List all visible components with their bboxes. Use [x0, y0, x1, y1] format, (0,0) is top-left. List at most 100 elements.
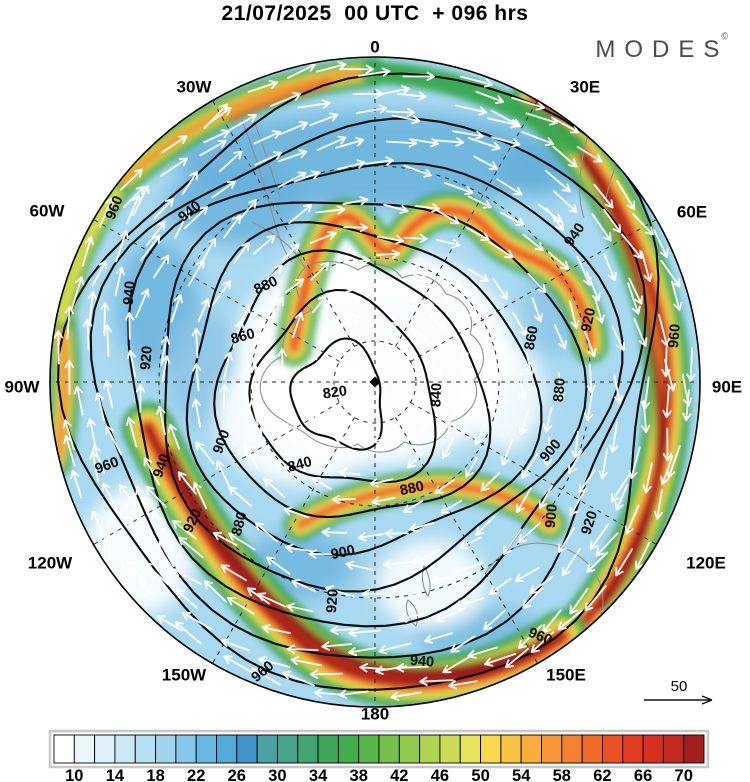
wind-arrow-icon	[119, 168, 143, 191]
wind-arrow-icon	[173, 568, 202, 585]
wind-arrow-icon	[504, 647, 530, 669]
colorbar-cell	[520, 734, 542, 764]
wind-arrow-icon	[621, 233, 643, 260]
wind-arrow-icon	[500, 439, 514, 466]
chart-title: 21/07/2025 00 UTC + 096 hrs	[221, 2, 529, 25]
wind-arrow-icon	[682, 389, 692, 422]
colorbar-tick-label: 46	[431, 767, 449, 782]
wind-arrow-icon	[248, 399, 259, 426]
colorbar-cell	[276, 734, 299, 764]
colorbar-tick-label: 66	[634, 767, 652, 782]
wind-arrow-icon	[586, 551, 609, 573]
wind-arrow-icon	[528, 575, 554, 594]
wind-arrow-icon	[538, 484, 554, 509]
wind-arrow-icon	[145, 485, 167, 508]
wind-arrow-icon	[281, 451, 299, 470]
wind-arrow-icon	[286, 602, 314, 613]
wind-arrow-icon	[660, 455, 674, 486]
wind-arrow-icon	[177, 471, 197, 495]
wind-arrow-icon	[101, 482, 120, 513]
wind-arrow-icon	[98, 197, 114, 228]
colorbar-cell	[155, 734, 177, 764]
wind-arrow-icon	[91, 259, 108, 287]
wind-arrow-icon	[440, 499, 463, 514]
wind-arrow-icon	[435, 607, 466, 623]
longitude-label-60E: 60E	[677, 202, 707, 221]
wind-arrow-icon	[238, 199, 257, 221]
wind-arrow-icon	[126, 194, 141, 225]
wind-arrow-icon	[220, 564, 247, 582]
wind-arrow-icon	[608, 421, 619, 454]
wind-vectors	[53, 61, 696, 701]
colorbar-cell	[195, 734, 217, 764]
wind-arrow-icon	[589, 523, 610, 550]
wind-arrow-icon	[278, 149, 308, 163]
wind-arrow-icon	[635, 541, 651, 570]
modes-logo-mark: ©	[721, 31, 728, 41]
wind-arrow-icon	[369, 478, 394, 488]
wind-arrow-icon	[488, 577, 512, 595]
wind-arrow-icon	[371, 435, 393, 445]
wind-arrow-icon	[212, 531, 238, 547]
wind-arrow-icon	[487, 117, 520, 129]
wind-arrow-icon	[309, 112, 339, 127]
colorbar-cell	[601, 734, 624, 764]
wind-arrow-icon	[496, 178, 523, 196]
wind-arrow-icon	[334, 137, 365, 149]
wind-arrow-icon	[425, 354, 442, 378]
wind-arrow-icon	[456, 337, 469, 362]
wind-arrow-icon	[223, 214, 242, 239]
wind-arrow-icon	[73, 385, 84, 416]
wind-arrow-icon	[553, 324, 567, 350]
wind-arrow-icon	[288, 203, 313, 225]
wind-arrow-icon	[316, 61, 347, 73]
wind-arrow-icon	[339, 314, 361, 326]
reference-vector: 50	[644, 678, 713, 705]
wind-arrow-icon	[100, 301, 110, 336]
colorbar-tick-label: 34	[309, 767, 328, 782]
colorbar-cell	[134, 734, 157, 764]
wind-arrow-icon	[453, 597, 485, 610]
wind-arrow-icon	[338, 468, 361, 478]
wind-arrow-icon	[442, 656, 470, 674]
wind-arrow-icon	[452, 130, 484, 140]
jet-band	[532, 95, 671, 633]
wind-arrow-icon	[226, 597, 255, 615]
wind-arrow-icon	[87, 290, 97, 326]
wind-arrow-icon	[383, 203, 409, 214]
jet-stream-bands	[50, 57, 691, 707]
wind-arrow-icon	[440, 278, 463, 290]
colorbar-tick-label: 42	[390, 767, 408, 782]
wind-arrow-icon	[301, 368, 311, 393]
wind-arrow-icon	[172, 519, 197, 540]
colorbar-cell	[378, 734, 400, 764]
wind-arrow-icon	[387, 590, 419, 600]
wind-arrow-icon	[598, 447, 609, 480]
colorbar-cell	[398, 734, 421, 764]
wind-arrow-icon	[135, 485, 151, 517]
longitude-label-150E: 150E	[546, 665, 586, 684]
wind-arrow-icon	[238, 304, 251, 327]
wind-arrow-icon	[291, 579, 317, 593]
colorbar-cell	[561, 734, 583, 764]
colorbar-cell	[622, 734, 644, 764]
colorbar-ticks: 10 14 18 22 26 30 34 38 42 46 50 54 58 62 66 70	[65, 767, 693, 782]
wind-arrow-icon	[441, 436, 455, 459]
coastline-antarctic-peninsula	[251, 221, 306, 269]
wind-arrow-icon	[392, 114, 421, 125]
wind-arrow-icon	[114, 266, 125, 297]
wind-arrow-icon	[640, 399, 651, 434]
wind-arrow-icon	[156, 615, 184, 632]
wind-arrow-icon	[143, 457, 160, 486]
wind-arrow-icon	[527, 272, 547, 294]
colorbar-cell	[114, 734, 136, 764]
wind-arrow-icon	[455, 104, 488, 116]
wind-arrow-icon	[220, 638, 251, 652]
wind-arrow-icon	[63, 435, 76, 467]
wind-arrow-icon	[282, 670, 315, 687]
wind-arrow-icon	[341, 64, 374, 74]
wind-arrow-icon	[266, 556, 291, 575]
colorbar-tick-label: 30	[268, 767, 286, 782]
wind-arrow-icon	[203, 129, 231, 144]
longitude-label-150W: 150W	[162, 665, 207, 684]
